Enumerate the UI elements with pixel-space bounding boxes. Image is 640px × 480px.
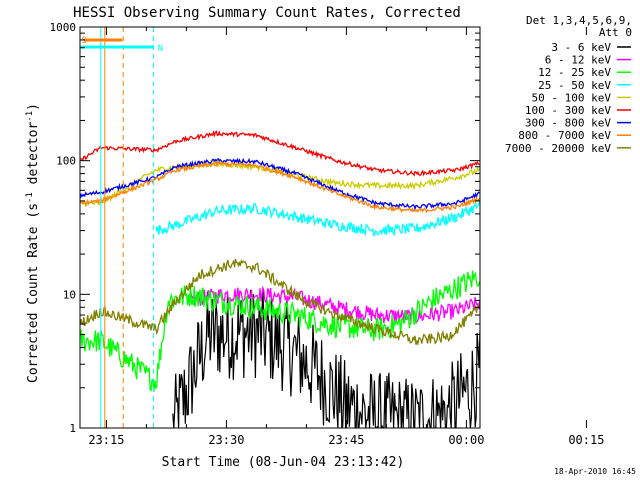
series-line-3 — [80, 270, 480, 393]
series-line-6 — [80, 130, 480, 177]
x-tick-label: 23:30 — [208, 433, 244, 447]
series-line-4 — [155, 201, 480, 238]
y-tick-label: 10 — [63, 288, 76, 301]
saa-label: S — [82, 36, 87, 46]
night-label: N — [158, 44, 163, 54]
legend-label-5: 50 - 100 keV — [532, 91, 612, 104]
series-line-9 — [80, 258, 480, 346]
plot-frame — [79, 26, 481, 429]
legend-header-line-2: Att 0 — [599, 26, 632, 39]
legend-label-3: 12 - 25 keV — [538, 66, 611, 79]
legend-label-9: 7000 - 20000 keV — [505, 142, 611, 155]
legend-label-4: 25 - 50 keV — [538, 79, 611, 92]
series-line-1 — [172, 288, 480, 428]
series-line-8 — [80, 160, 480, 214]
legend-label-8: 800 - 7000 keV — [518, 129, 611, 142]
x-tick-label: 23:15 — [88, 433, 124, 447]
axes: 110100100023:1523:3023:4500:0000:1500:30… — [50, 21, 605, 447]
y-tick-label: 1 — [69, 422, 76, 435]
legend-header-line-1: Det 1,3,4,5,6,9, — [526, 14, 632, 27]
legend-label-7: 300 - 800 keV — [525, 117, 611, 130]
y-axis-label: Corrected Count Rate (s-1 detector-1) — [25, 103, 41, 383]
y-tick-label: 100 — [56, 155, 76, 168]
plot-area: SN — [80, 27, 480, 428]
legend-label-6: 100 - 300 keV — [525, 104, 611, 117]
legend-label-2: 6 - 12 keV — [545, 54, 612, 67]
legend-label-1: 3 - 6 keV — [551, 41, 611, 54]
x-axis-label: Start Time (08-Jun-04 23:13:42) — [162, 455, 405, 470]
x-tick-label: 00:00 — [448, 433, 484, 447]
series-line-7 — [80, 157, 480, 212]
x-tick-label: 23:45 — [328, 433, 364, 447]
date-stamp: 18-Apr-2010 16:45 — [554, 467, 636, 476]
chart-title: HESSI Observing Summary Count Rates, Cor… — [73, 5, 461, 21]
x-tick-label: 00:15 — [568, 433, 604, 447]
y-tick-label: 1000 — [50, 21, 77, 34]
